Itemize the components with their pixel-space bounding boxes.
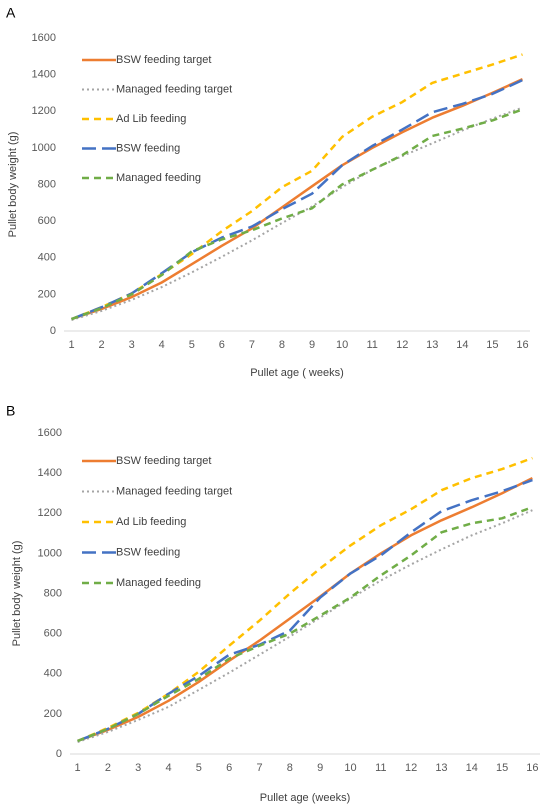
x-tick-label: 1 xyxy=(75,762,81,774)
x-tick-label: 14 xyxy=(466,762,478,774)
x-tick-label: 5 xyxy=(196,762,202,774)
legend-label-managed-feeding-target: Managed feeding target xyxy=(116,83,232,95)
x-tick-label: 4 xyxy=(165,762,171,774)
x-tick-label: 14 xyxy=(456,339,468,351)
y-tick-label: 1000 xyxy=(32,142,56,154)
y-tick-label: 600 xyxy=(44,628,62,640)
y-tick-label: 0 xyxy=(56,748,62,760)
x-tick-label: 16 xyxy=(516,339,528,351)
legend-label-bsw-feeding-target: BSW feeding target xyxy=(116,455,211,467)
x-tick-label: 15 xyxy=(486,339,498,351)
y-tick-label: 200 xyxy=(44,708,62,720)
x-tick-label: 5 xyxy=(189,339,195,351)
x-tick-label: 13 xyxy=(426,339,438,351)
x-tick-label: 3 xyxy=(135,762,141,774)
y-tick-label: 1000 xyxy=(38,547,62,559)
x-tick-label: 11 xyxy=(366,339,377,351)
x-tick-label: 12 xyxy=(405,762,417,774)
x-axis-title: Pullet age (weeks) xyxy=(260,792,351,804)
legend-label-ad-lib-feeding: Ad Lib feeding xyxy=(116,113,186,125)
x-tick-label: 3 xyxy=(129,339,135,351)
series-line-bsw-feeding-target xyxy=(71,78,524,321)
series-line-ad-lib-feeding xyxy=(77,456,533,743)
x-tick-label: 9 xyxy=(317,762,323,774)
y-tick-label: 1200 xyxy=(32,105,56,117)
x-tick-label: 11 xyxy=(375,762,386,774)
x-tick-label: 9 xyxy=(309,339,315,351)
y-tick-label: 1200 xyxy=(38,507,62,519)
x-tick-label: 1 xyxy=(68,339,74,351)
x-tick-label: 12 xyxy=(396,339,408,351)
x-tick-label: 7 xyxy=(249,339,255,351)
x-tick-label: 6 xyxy=(219,339,225,351)
y-tick-label: 1600 xyxy=(38,427,62,439)
panel-label: A xyxy=(6,5,16,21)
y-tick-label: 1400 xyxy=(32,69,56,81)
y-tick-label: 1600 xyxy=(32,32,56,44)
legend-label-ad-lib-feeding: Ad Lib feeding xyxy=(116,516,186,528)
x-tick-label: 10 xyxy=(344,762,356,774)
y-tick-label: 1400 xyxy=(38,467,62,479)
y-tick-label: 400 xyxy=(44,668,62,680)
series-line-ad-lib-feeding xyxy=(71,53,523,321)
legend-label-managed-feeding-target: Managed feeding target xyxy=(116,485,232,497)
x-tick-label: 10 xyxy=(336,339,348,351)
series-line-managed-feeding-target xyxy=(77,509,533,743)
y-tick-label: 200 xyxy=(38,288,56,300)
series-line-managed-feeding xyxy=(77,506,533,743)
y-tick-label: 0 xyxy=(50,325,56,337)
series-line-bsw-feeding xyxy=(71,78,524,321)
y-tick-label: 400 xyxy=(38,252,56,264)
x-tick-label: 15 xyxy=(496,762,508,774)
x-tick-label: 13 xyxy=(435,762,447,774)
x-tick-label: 6 xyxy=(226,762,232,774)
x-tick-label: 8 xyxy=(279,339,285,351)
legend-label-bsw-feeding: BSW feeding xyxy=(116,142,180,154)
x-tick-label: 2 xyxy=(105,762,111,774)
y-axis-title: Pullet body weight (g) xyxy=(7,132,19,238)
legend-label-bsw-feeding-target: BSW feeding target xyxy=(116,54,211,66)
y-tick-label: 800 xyxy=(38,178,56,190)
x-tick-label: 16 xyxy=(526,762,538,774)
y-axis-title: Pullet body weight (g) xyxy=(11,541,23,647)
x-axis-title: Pullet age ( weeks) xyxy=(250,367,344,379)
legend-label-managed-feeding: Managed feeding xyxy=(116,172,201,184)
x-tick-label: 8 xyxy=(287,762,293,774)
legend-label-managed-feeding: Managed feeding xyxy=(116,577,201,589)
panel-label: B xyxy=(6,403,15,419)
legend-label-bsw-feeding: BSW feeding xyxy=(116,546,180,558)
y-tick-label: 800 xyxy=(44,587,62,599)
y-tick-label: 600 xyxy=(38,215,56,227)
x-tick-label: 7 xyxy=(256,762,262,774)
x-tick-label: 2 xyxy=(99,339,105,351)
series-line-managed-feeding xyxy=(71,108,523,321)
series-line-bsw-feeding-target xyxy=(77,476,533,743)
x-tick-label: 4 xyxy=(159,339,165,351)
